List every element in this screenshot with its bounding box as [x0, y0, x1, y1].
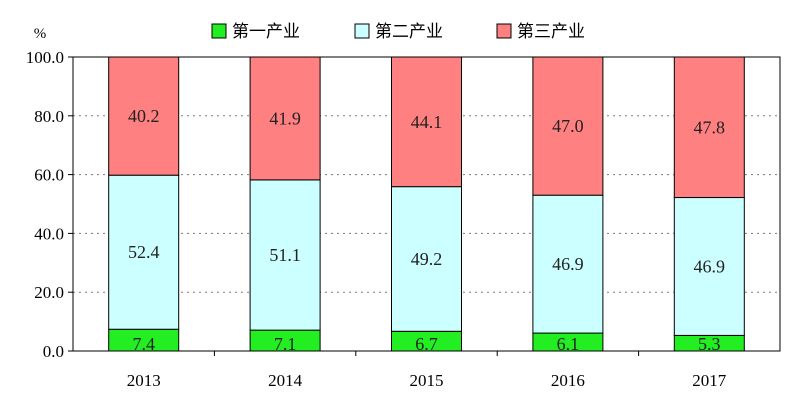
legend-label-3: 第三产业 — [517, 22, 585, 42]
y-tick-labels: 0.0 20.0 40.0 60.0 80.0 100.0 — [26, 48, 64, 361]
y-tick-label: 100.0 — [26, 48, 64, 67]
y-unit-label: % — [34, 26, 47, 42]
legend-label-2: 第二产业 — [375, 22, 443, 42]
y-tick-label: 40.0 — [34, 224, 64, 243]
plot-frame — [72, 56, 781, 352]
data-label: 49.2 — [411, 249, 443, 269]
bar-segment — [532, 194, 604, 334]
bar-segment — [249, 56, 321, 181]
data-label: 52.4 — [128, 242, 160, 262]
data-label: 47.0 — [552, 116, 584, 136]
x-tick-label: 2015 — [410, 371, 444, 390]
legend-label-1: 第一产业 — [232, 22, 300, 42]
x-tick-label: 2017 — [692, 371, 727, 390]
legend-swatch-2 — [354, 23, 370, 39]
x-tick-label: 2016 — [551, 371, 585, 390]
legend-swatch-3 — [496, 23, 512, 39]
data-label: 5.3 — [698, 334, 721, 354]
bar-segment — [108, 174, 180, 330]
x-tick-label: 2014 — [268, 371, 303, 390]
y-tick-label: 80.0 — [34, 107, 64, 126]
bar-segment — [391, 56, 462, 188]
data-label: 51.1 — [269, 245, 301, 265]
bar-segment — [673, 56, 745, 199]
x-tick-labels: 2013 2014 2015 2016 2017 — [127, 371, 727, 390]
data-label: 7.1 — [274, 334, 297, 354]
legend-swatch-1 — [211, 23, 227, 39]
y-tick-label: 20.0 — [34, 283, 64, 302]
y-tick-label: 60.0 — [34, 166, 64, 185]
x-tick-label: 2013 — [127, 371, 161, 390]
bar-segment — [532, 56, 604, 196]
data-label: 44.1 — [411, 112, 443, 132]
data-label: 46.9 — [694, 256, 726, 276]
data-label: 41.9 — [269, 108, 301, 128]
bar-segment — [249, 179, 321, 331]
bar-segment — [673, 197, 745, 336]
bar-segment — [108, 56, 180, 176]
data-label: 47.8 — [694, 117, 726, 137]
data-label: 6.1 — [557, 334, 580, 354]
data-label: 7.4 — [132, 334, 155, 354]
gridlines — [73, 115, 780, 293]
axes — [68, 56, 781, 356]
data-label: 46.9 — [552, 254, 584, 274]
data-label: 6.7 — [415, 334, 438, 354]
bars: 7.4 52.4 40.2 7.1 51.1 41.9 6.7 49.2 44.1 6.1 46.9… — [108, 56, 745, 354]
legend: 第一产业 第二产业 第三产业 — [211, 22, 585, 42]
data-label: 40.2 — [128, 106, 160, 126]
y-tick-label: 0.0 — [43, 342, 64, 361]
